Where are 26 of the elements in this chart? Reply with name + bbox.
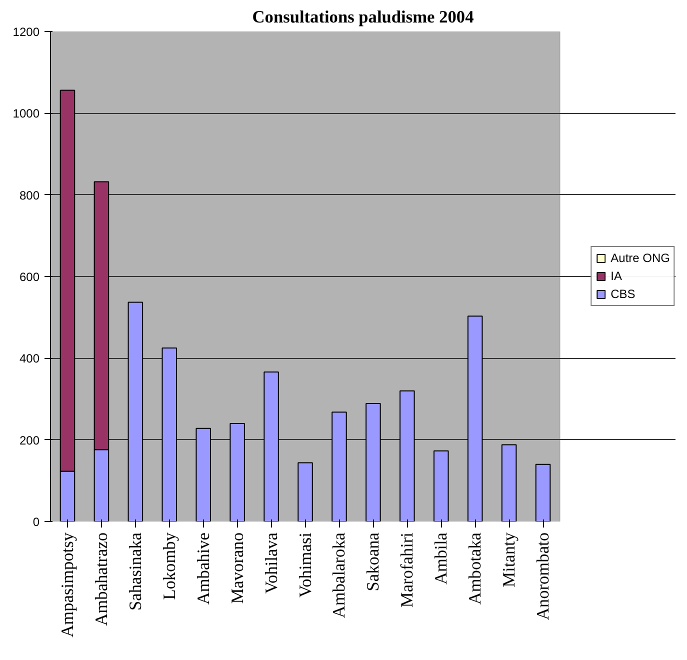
x-tick-label: Mitanty bbox=[500, 532, 519, 588]
y-tick-label: 1200 bbox=[12, 25, 40, 39]
x-tick-label: Ambotaka bbox=[466, 532, 485, 605]
x-tick-label: Ambalaroka bbox=[330, 532, 349, 618]
x-tick-label: Anorombato bbox=[534, 532, 553, 620]
x-tick-label: Ambahive bbox=[194, 532, 213, 605]
legend-label: IA bbox=[610, 269, 623, 283]
y-tick-label: 400 bbox=[19, 352, 40, 366]
chart-title: Consultations paludisme 2004 bbox=[252, 8, 474, 26]
x-tick-label: Sakoana bbox=[364, 532, 383, 592]
x-tick-label: Ampasimpotsy bbox=[58, 532, 77, 638]
legend-label: CBS bbox=[610, 287, 636, 301]
x-tick-label: Ambila bbox=[432, 532, 451, 584]
y-tick-label: 600 bbox=[19, 270, 40, 284]
x-tick-label: Mavorano bbox=[228, 532, 247, 604]
x-tick-label: Vohimasi bbox=[296, 532, 315, 598]
x-tick-label: Ambahatrazo bbox=[92, 532, 111, 626]
y-tick-label: 200 bbox=[19, 433, 40, 448]
y-tick-label: 0 bbox=[32, 515, 40, 529]
x-tick-label: Sahasinaka bbox=[126, 532, 145, 610]
y-tick-label: 800 bbox=[19, 188, 40, 202]
y-tick-label: 1000 bbox=[12, 106, 40, 121]
x-tick-label: Lokomby bbox=[160, 532, 179, 600]
x-tick-label: Vohilava bbox=[262, 532, 281, 594]
legend-label: Autre ONG bbox=[610, 251, 670, 265]
x-tick-label: Marofahiri bbox=[398, 532, 417, 608]
